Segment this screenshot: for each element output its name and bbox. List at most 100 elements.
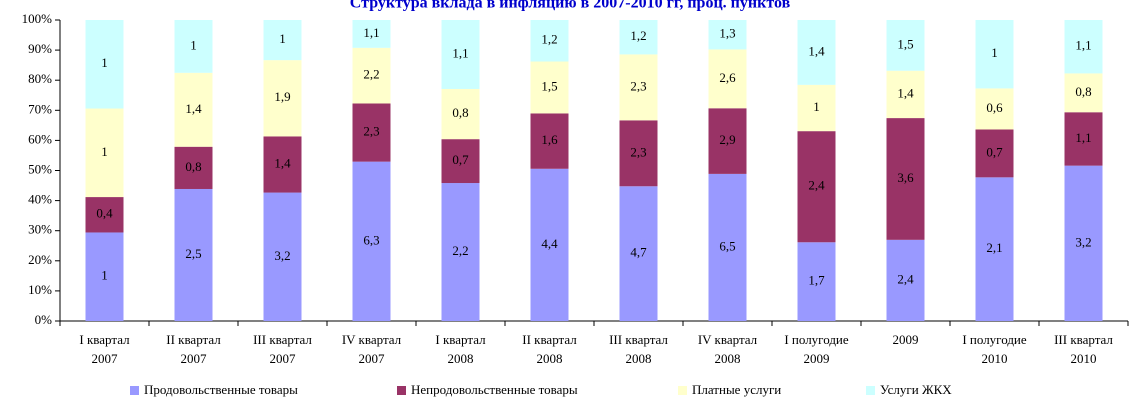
- y-tick-label: 90%: [28, 41, 52, 56]
- bar-segment: [886, 118, 925, 240]
- x-tick-label: III квартал: [609, 332, 668, 347]
- bar-segment: [263, 60, 302, 137]
- bar-segment: [708, 108, 747, 174]
- data-label: 1,9: [274, 89, 290, 104]
- data-label: 1,5: [897, 36, 913, 51]
- data-label: 1,5: [541, 78, 557, 93]
- data-label: 1: [101, 144, 108, 159]
- data-label: 1: [190, 37, 197, 52]
- x-tick-label: I квартал: [435, 332, 486, 347]
- data-label: 2,2: [363, 67, 379, 82]
- bar-segment: [85, 20, 124, 109]
- data-label: 0,7: [452, 152, 469, 167]
- legend-label: Непродовольственные товары: [411, 382, 578, 397]
- bar-segment: [85, 197, 124, 233]
- x-tick-label: I полугодие: [962, 332, 1027, 347]
- data-label: 1,1: [363, 25, 379, 40]
- x-tick-label: IV квартал: [698, 332, 758, 347]
- data-label: 1,4: [897, 85, 914, 100]
- data-label: 3,2: [274, 248, 290, 263]
- y-tick-label: 0%: [35, 312, 53, 327]
- y-tick-label: 50%: [28, 161, 52, 176]
- data-label: 1,1: [1075, 38, 1091, 53]
- x-tick-label: 2010: [982, 351, 1008, 366]
- data-label: 0,4: [96, 206, 113, 221]
- bar-segment: [441, 20, 480, 89]
- x-tick-label: I квартал: [79, 332, 130, 347]
- y-tick-label: 40%: [28, 192, 52, 207]
- bar-segment: [441, 88, 480, 140]
- bar-segment: [619, 54, 658, 121]
- legend-swatch: [397, 386, 406, 395]
- data-label: 0,8: [452, 105, 468, 120]
- x-tick-label: 2008: [715, 351, 741, 366]
- data-label: 1,4: [185, 101, 202, 116]
- data-label: 2,2: [452, 243, 468, 258]
- data-label: 2,3: [363, 124, 379, 139]
- bar-segment: [619, 186, 658, 321]
- y-tick-label: 70%: [28, 101, 52, 116]
- bar-segment: [263, 136, 302, 193]
- bar-segment: [619, 120, 658, 187]
- x-tick-label: 2007: [270, 351, 297, 366]
- legend-swatch: [678, 386, 687, 395]
- x-tick-label: 2008: [626, 351, 652, 366]
- data-label: 3,2: [1075, 234, 1091, 249]
- x-tick-label: 2009: [893, 332, 919, 347]
- bar-segment: [1064, 20, 1103, 74]
- legend-label: Платные услуги: [692, 382, 781, 397]
- data-label: 0,6: [986, 100, 1003, 115]
- bar-segment: [975, 177, 1014, 321]
- bar-segment: [174, 188, 213, 321]
- bar-segment: [352, 20, 391, 48]
- data-label: 2,9: [719, 132, 735, 147]
- bar-segment: [1064, 112, 1103, 166]
- x-tick-label: 2010: [1071, 351, 1097, 366]
- x-tick-label: 2007: [181, 351, 208, 366]
- bar-segment: [797, 131, 836, 243]
- data-label: 1,2: [541, 32, 557, 47]
- bar-segment: [619, 20, 658, 55]
- bar-segment: [263, 20, 302, 61]
- y-tick-label: 10%: [28, 282, 52, 297]
- data-label: 2,3: [630, 144, 646, 159]
- data-label: 0,7: [986, 144, 1003, 159]
- x-tick-label: II квартал: [166, 332, 221, 347]
- data-label: 2,3: [630, 78, 646, 93]
- x-tick-label: 2008: [448, 351, 474, 366]
- bar-segment: [174, 20, 213, 73]
- data-label: 1,6: [541, 132, 558, 147]
- bar-segment: [1064, 165, 1103, 321]
- bar-segment: [708, 20, 747, 50]
- legend-swatch: [866, 386, 875, 395]
- bar-segment: [797, 84, 836, 132]
- y-tick-label: 80%: [28, 71, 52, 86]
- data-label: 2,5: [185, 246, 201, 261]
- bar-segment: [174, 146, 213, 189]
- y-tick-label: 100%: [22, 11, 53, 26]
- data-label: 1,4: [274, 155, 291, 170]
- data-label: 2,1: [986, 240, 1002, 255]
- bar-segment: [174, 72, 213, 147]
- x-tick-label: 2007: [359, 351, 386, 366]
- bar-segment: [886, 20, 925, 71]
- x-tick-label: IV квартал: [342, 332, 402, 347]
- bar-segment: [530, 61, 569, 114]
- data-label: 4,4: [541, 236, 558, 251]
- bar-segment: [441, 183, 480, 321]
- data-label: 1: [279, 31, 286, 46]
- bar-segment: [352, 161, 391, 321]
- data-label: 1: [101, 55, 108, 70]
- y-tick-label: 20%: [28, 252, 52, 267]
- bar-segment: [975, 88, 1014, 130]
- data-label: 6,5: [719, 238, 735, 253]
- bar-segment: [886, 239, 925, 321]
- bar-segment: [975, 129, 1014, 178]
- x-tick-label: I полугодие: [784, 332, 849, 347]
- data-label: 1: [991, 45, 998, 60]
- x-tick-label: 2009: [804, 351, 830, 366]
- data-label: 6,3: [363, 232, 379, 247]
- bar-segment: [797, 20, 836, 85]
